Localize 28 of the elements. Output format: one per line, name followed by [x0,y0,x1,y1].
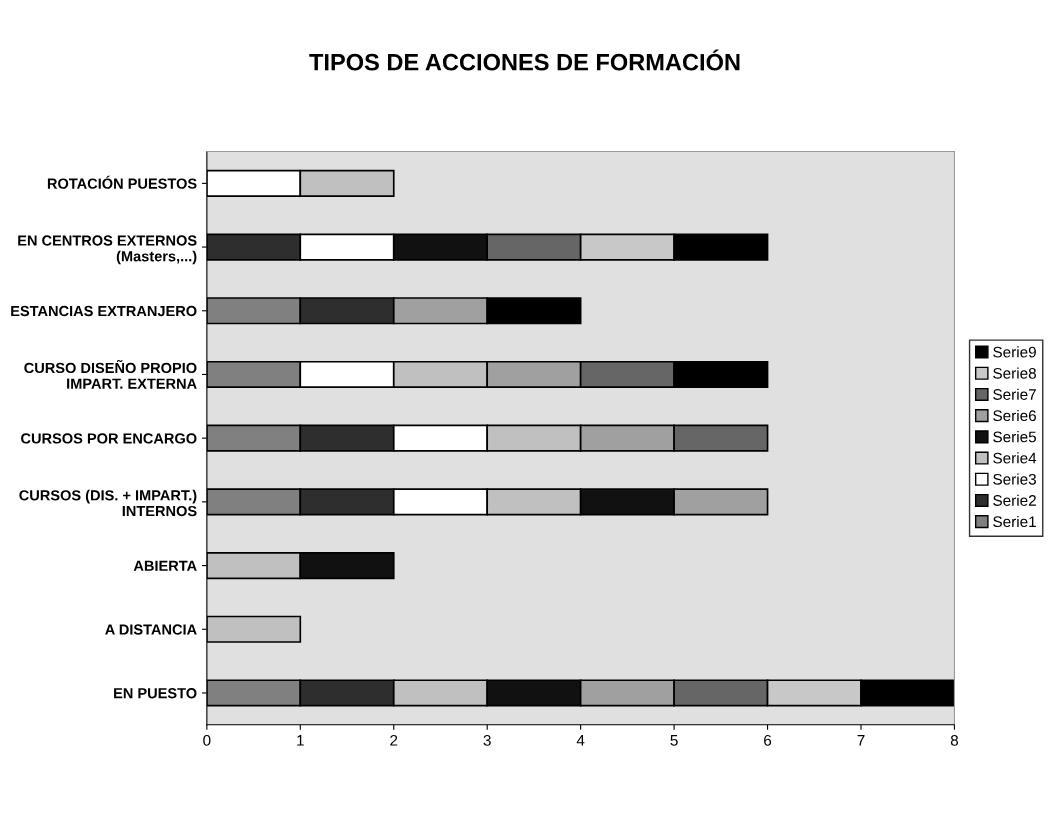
y-tick-label: CURSO DISEÑO PROPIO IMPART. EXTERNA [24,359,197,389]
y-tick-label: CURSOS (DIS. + IMPART.) INTERNOS [19,489,197,517]
x-tick-label: 4 [576,735,585,746]
legend-label: Serie7 [993,388,1036,400]
legend-label: Serie3 [993,473,1036,485]
y-tick-label: ROTACIÓN PUESTOS [47,175,197,189]
legend-label: Serie9 [993,346,1036,358]
x-tick-label: 7 [857,735,865,746]
legend-label: Serie5 [993,431,1036,443]
legend-label: Serie6 [993,409,1036,422]
y-tick-label: EN PUESTO [114,688,197,699]
legend-label: Serie2 [993,494,1036,506]
x-tick-label: 5 [670,735,678,746]
legend-label: Serie4 [993,452,1037,464]
chart-title: TIPOS DE ACCIONES DE FORMACIÓN [309,49,740,71]
x-tick-label: 1 [297,735,304,746]
x-tick-label: 2 [390,734,398,746]
y-tick-label: EN CENTROS EXTERNOS (Masters,...) [18,235,197,265]
y-tick-label: ESTANCIAS EXTRANJERO [11,305,197,317]
x-tick-label: 8 [950,734,959,746]
x-tick-label: 0 [203,734,211,746]
legend-label: Serie1 [993,515,1036,528]
y-tick-label: CURSOS POR ENCARGO [21,433,197,444]
x-tick-label: 6 [764,734,772,746]
y-tick-label: A DISTANCIA [105,624,197,635]
x-tick-label: 3 [483,734,491,746]
legend-label: Serie8 [993,367,1036,379]
y-tick-label: ABIERTA [133,560,197,571]
